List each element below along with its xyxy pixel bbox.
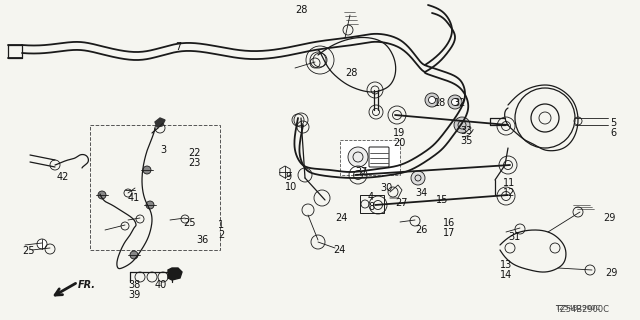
Text: 10: 10 [285,182,297,192]
Text: 19: 19 [393,128,405,138]
Circle shape [143,166,151,174]
Text: 3: 3 [160,145,166,155]
Circle shape [130,251,138,259]
Circle shape [348,147,368,167]
Bar [360,195,384,213]
Text: 29: 29 [603,213,616,223]
Text: 13: 13 [500,260,512,270]
Circle shape [454,117,470,133]
Text: 36: 36 [196,235,208,245]
Text: 33: 33 [460,126,472,136]
Polygon shape [168,268,182,280]
Polygon shape [155,118,165,127]
Bar [340,140,400,175]
Text: 40: 40 [155,280,167,290]
Text: 20: 20 [393,138,405,148]
Text: 22: 22 [188,148,200,158]
Text: 35: 35 [460,136,472,146]
Text: 12: 12 [503,188,515,198]
Text: 30: 30 [380,183,392,193]
Text: FR.: FR. [78,280,96,290]
Text: 27: 27 [395,198,408,208]
Text: 18: 18 [434,98,446,108]
Text: 25: 25 [183,218,195,228]
Text: 15: 15 [436,195,449,205]
Circle shape [37,239,47,249]
Circle shape [448,95,462,109]
Circle shape [98,191,106,199]
Text: 7: 7 [175,42,181,52]
Circle shape [146,201,154,209]
Text: 39: 39 [128,290,140,300]
Text: 5: 5 [610,118,616,128]
Text: 41: 41 [128,193,140,203]
Text: TZ54B2900C: TZ54B2900C [555,305,600,311]
Text: 25: 25 [22,246,35,256]
Text: 17: 17 [443,228,456,238]
Text: 24: 24 [335,213,348,223]
Bar [90,125,220,250]
Text: 23: 23 [188,158,200,168]
Text: 32: 32 [453,98,465,108]
Text: 11: 11 [503,178,515,188]
Text: 2: 2 [218,230,224,240]
Text: 24: 24 [333,245,346,255]
Text: 26: 26 [415,225,428,235]
Text: 37: 37 [355,167,367,177]
Text: 6: 6 [610,128,616,138]
Text: 8: 8 [368,202,374,212]
Text: 29: 29 [605,268,618,278]
Text: 16: 16 [443,218,455,228]
Text: 38: 38 [128,280,140,290]
Circle shape [451,99,458,106]
Text: 42: 42 [57,172,69,182]
Circle shape [425,93,439,107]
Text: 28: 28 [345,68,357,78]
Text: TZ54B2900C: TZ54B2900C [555,305,609,314]
Text: 9: 9 [285,172,291,182]
Text: 34: 34 [415,188,428,198]
Circle shape [429,97,435,103]
Text: 4: 4 [368,192,374,202]
Text: 28: 28 [295,5,307,15]
Circle shape [411,171,425,185]
Text: 1: 1 [218,220,224,230]
Text: 14: 14 [500,270,512,280]
Text: 31: 31 [508,232,520,242]
